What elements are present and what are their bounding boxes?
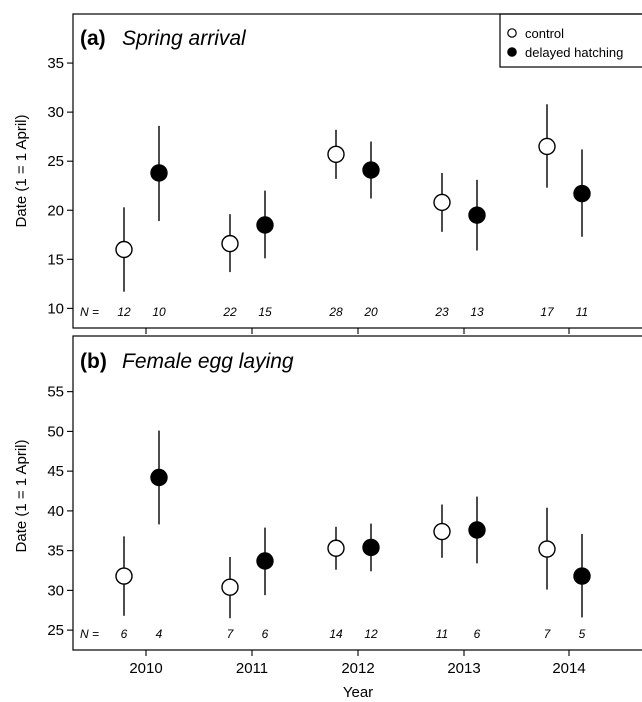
x-tick-label-2012: 2012 [341,660,374,677]
panel-b-n-control-2014: 7 [544,627,552,641]
panel-b-n-control-2010: 6 [121,627,128,641]
panel-a-n-control-2013: 23 [434,305,449,319]
legend-open-circle-icon [507,28,517,38]
x-axis-label: Year [343,684,373,701]
panel-a-point-control-2012 [327,145,345,164]
legend-item-control: control [525,26,564,41]
panel-a-point-control-2013 [433,193,451,212]
panel-b-ytick-label: 25 [47,622,64,639]
panel-b-n-control-2013: 11 [436,627,448,641]
panel-a-ylabel: Date (1 = 1 April) [13,115,30,228]
panel-a-plot: 10 15 20 25 30 35 12 22 28 23 17 10 15 20 13 11 [47,55,591,334]
panel-b-ytick-label: 30 [47,582,64,599]
panel-b-point-control-2012 [327,539,345,557]
panel-a-point-control-2014 [538,137,556,156]
panel-b-ytick-label: 45 [47,463,64,480]
panel-b-n-control-2011: 7 [227,627,235,641]
panel-b-label: (b) [80,350,107,373]
panel-a-ytick-label: 20 [47,202,64,219]
panel-b-point-delayed-2014 [573,567,591,585]
panel-b-point-control-2010 [115,567,133,585]
panel-b-plot: 25 30 35 40 45 50 55 6 7 14 11 7 4 6 12 6 5 [47,384,591,656]
panel-a-n-control-2011: 22 [222,305,237,319]
panel-a-point-delayed-2010 [150,164,168,182]
panel-b-point-control-2013 [433,522,451,541]
panel-b-title: Female egg laying [122,350,294,373]
panel-a-point-control-2010 [115,240,133,259]
panel-b-point-delayed-2010 [150,468,168,487]
panel-a-n-delayed-2012: 20 [363,305,378,319]
legend-box [499,13,642,68]
x-tick-label-2013: 2013 [447,660,480,677]
panel-b-n-delayed-2013: 6 [474,627,481,641]
x-axis: 2010 2011 2012 2013 2014 [129,660,585,677]
panel-b-point-delayed-2012 [362,538,380,557]
panel-a-n-control-2010: 12 [117,305,131,319]
x-tick-label-2014: 2014 [552,660,585,677]
panel-a-point-delayed-2011 [256,216,274,234]
panel-b-n-delayed-2011: 6 [262,627,269,641]
panel-b-ytick-label: 50 [47,423,64,440]
x-tick-label-2011: 2011 [236,660,268,677]
legend-item-delayed-hatching: delayed hatching [525,45,623,60]
x-tick-label-2010: 2010 [129,660,162,677]
panel-a-point-delayed-2014 [573,184,591,203]
panel-a-n-control-2014: 17 [540,305,555,319]
panel-b-point-delayed-2013 [468,521,486,539]
panel-a-n-delayed-2011: 15 [258,305,272,319]
panel-a-point-delayed-2013 [468,206,486,224]
panel-b-n-control-2012: 14 [329,627,343,641]
panel-a-n-control-2012: 28 [328,305,343,319]
panel-a-ytick-label: 25 [47,153,64,170]
panel-b-ytick-label: 40 [47,503,64,520]
panel-a-n-delayed-2013: 13 [470,305,484,319]
panel-b-n-delayed-2010: 4 [156,627,163,641]
panel-b-n-delayed-2012: 12 [364,627,378,641]
panel-a-n-delayed-2014: 11 [576,305,588,319]
panel-a-ytick-label: 10 [47,300,64,317]
panel-b-point-delayed-2011 [256,552,274,570]
legend: control delayed hatching [499,13,642,68]
panel-b-n-label: N = [80,627,99,641]
panel-b-ylabel: Date (1 = 1 April) [13,440,30,553]
panel-a-ytick-label: 30 [47,104,64,121]
panel-b-n-delayed-2014: 5 [579,627,586,641]
panel-a-ytick-label: 15 [47,251,64,268]
panel-b-point-control-2014 [538,540,556,558]
panel-a-title: Spring arrival [122,27,247,50]
panel-b-ytick-label: 55 [47,384,64,401]
panel-b-point-control-2011 [221,578,239,596]
panel-a-point-control-2011 [221,234,239,253]
panel-a-label: (a) [80,27,106,50]
panel-a-ytick-label: 35 [47,55,64,72]
panel-a-n-label: N = [80,305,99,319]
panel-a-n-delayed-2010: 10 [152,305,166,319]
panel-b-ytick-label: 35 [47,543,64,560]
legend-filled-circle-icon [507,47,517,57]
panel-a-point-delayed-2012 [362,161,380,179]
